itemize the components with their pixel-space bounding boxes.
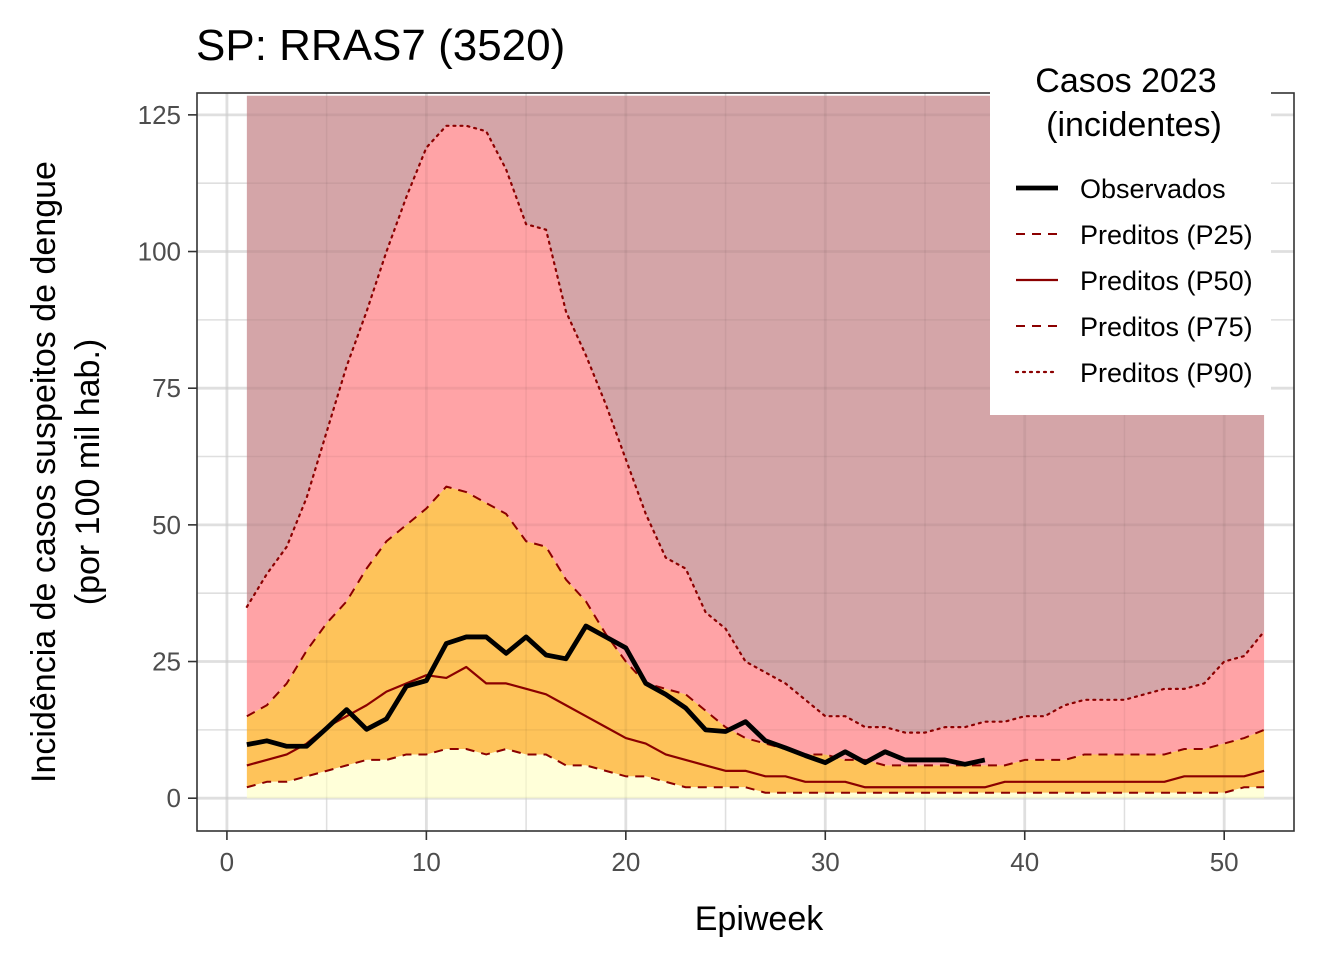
p90-line — [245, 124, 1266, 734]
x-axis-title: Epiweek — [695, 900, 825, 938]
y-tick-label: 50 — [152, 510, 181, 540]
x-tick-label: 20 — [611, 847, 640, 877]
x-tick-label: 50 — [1210, 847, 1239, 877]
legend-label: Preditos (P25) — [1080, 220, 1253, 250]
y-tick-label: 75 — [152, 373, 181, 403]
legend-label: Preditos (P50) — [1080, 266, 1253, 296]
prediction-lines — [245, 124, 1266, 794]
band-p75-p90 — [246, 125, 1265, 766]
legend: Casos 2023 (incidentes) Observados Predit… — [990, 52, 1271, 415]
legend-label: Observados — [1080, 174, 1226, 204]
p75-line — [246, 485, 1265, 767]
x-axis: 0 10 20 30 40 50 — [220, 831, 1239, 877]
legend-label: Preditos (P90) — [1080, 358, 1253, 388]
observed-line — [246, 623, 986, 767]
y-tick-label: 0 — [167, 783, 181, 813]
legend-title-line-2: (incidentes) — [1046, 106, 1222, 144]
x-tick-label: 0 — [220, 847, 234, 877]
y-axis-title-line-1: Incidência de casos suspeitos de dengue — [25, 161, 63, 783]
legend-entries: Observados Preditos (P25) Preditos (P50) Pr… — [1014, 174, 1253, 388]
y-axis-title-line-2: (por 100 mil hab.) — [69, 339, 107, 605]
y-axis: 0 25 50 75 100 125 — [138, 100, 197, 813]
y-tick-label: 125 — [138, 100, 181, 130]
legend-title-line-1: Casos 2023 — [1035, 62, 1216, 100]
legend-label: Preditos (P75) — [1080, 312, 1253, 342]
y-tick-label: 100 — [138, 237, 181, 267]
x-tick-label: 10 — [412, 847, 441, 877]
band-p25-p75 — [246, 486, 1265, 793]
panel-border — [196, 92, 1295, 832]
x-tick-label: 30 — [811, 847, 840, 877]
p50-line — [246, 665, 1265, 789]
chart-title: SP: RRAS7 (3520) — [196, 21, 565, 70]
x-tick-label: 40 — [1010, 847, 1039, 877]
band-below-p25 — [246, 749, 1265, 799]
y-axis-title: Incidência de casos suspeitos de dengue … — [25, 161, 107, 783]
y-tick-label: 25 — [152, 647, 181, 677]
